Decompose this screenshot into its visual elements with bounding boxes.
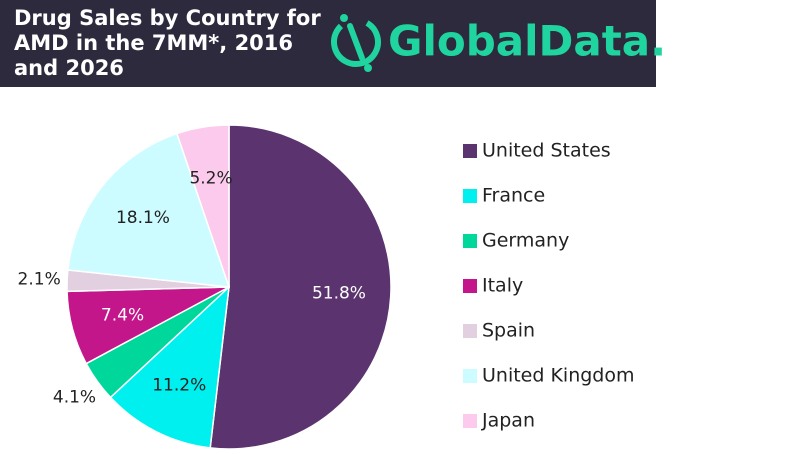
legend-swatch	[463, 189, 477, 203]
logo-text: GlobalData.	[388, 17, 666, 66]
data-label: 4.1%	[53, 388, 96, 408]
legend-swatch	[463, 414, 477, 428]
data-label: 7.4%	[101, 305, 144, 325]
data-label: 18.1%	[116, 208, 170, 228]
legend-swatch	[463, 324, 477, 338]
data-label: 51.8%	[312, 283, 366, 303]
logo-icon	[331, 14, 381, 72]
pie-slice	[109, 285, 230, 449]
pie-slice	[176, 124, 230, 288]
legend-label: United Kingdom	[482, 365, 635, 387]
chart-title-line: AMD in the 7MM*, 2016	[14, 31, 293, 55]
pie-slice	[67, 132, 231, 288]
legend-label: France	[482, 185, 545, 207]
legend-label: Japan	[481, 410, 535, 432]
chart-title-line: and 2026	[14, 56, 124, 80]
legend-swatch	[463, 369, 477, 383]
legend-swatch	[463, 234, 477, 248]
legend-label: Italy	[482, 275, 523, 297]
legend-label: Germany	[482, 230, 569, 252]
data-label: 2.1%	[18, 270, 61, 290]
legend-label: United States	[482, 140, 611, 162]
legend-label: Spain	[482, 320, 535, 342]
data-label: 11.2%	[152, 375, 206, 395]
chart-title-line: Drug Sales by Country for	[14, 6, 321, 30]
legend-swatch	[463, 144, 477, 158]
pie-slice	[209, 124, 392, 450]
legend-swatch	[463, 279, 477, 293]
header-band	[0, 0, 656, 87]
data-label: 5.2%	[189, 168, 232, 188]
